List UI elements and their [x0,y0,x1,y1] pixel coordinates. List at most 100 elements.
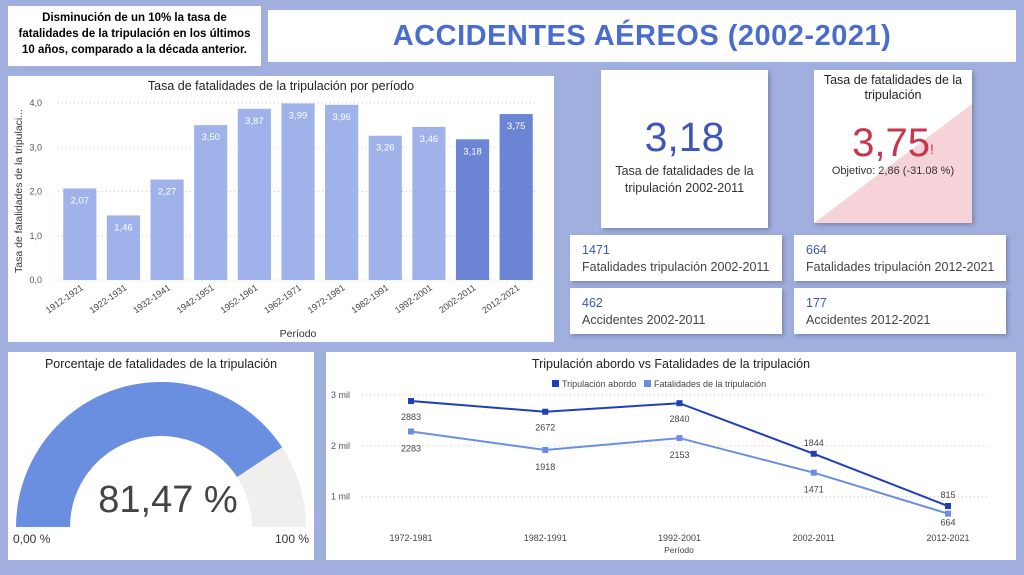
data-label: 2883 [401,412,421,422]
data-point [542,447,549,454]
stat-label: Accidentes 2012-2021 [806,313,931,327]
stat-card-accidents-2012-2021[interactable]: 177 Accidentes 2012-2021 [794,288,1006,334]
kpi-card-rate-2002-2011[interactable]: 3,18 Tasa de fatalidades de la tripulaci… [601,70,768,228]
stat-value: 177 [806,296,827,310]
bar-data-label: 2,07 [71,195,90,206]
x-tick-label: 1962-1971 [262,282,303,315]
y-tick-label: 0,0 [29,275,42,285]
data-point [676,435,683,442]
gauge-value: 81,47 % [98,479,237,521]
kpi-label: Tasa de fatalidades de la tripulación 20… [615,164,754,195]
stat-value: 1471 [582,243,610,257]
x-tick-label: 1942-1951 [175,282,216,315]
kpi-target-value: 3,75! [814,121,972,165]
gauge-title: Porcentaje de fatalidades de la tripulac… [45,357,277,371]
data-point [542,408,549,415]
bar-data-label: 3,87 [245,116,264,127]
x-tick-label: 1922-1931 [88,282,129,315]
kpi-target-background [814,104,972,223]
x-axis-label: Período [280,328,317,340]
stat-card-accidents-2002-2011[interactable]: 462 Accidentes 2002-2011 [570,288,782,334]
y-tick-label: 1,0 [29,231,42,241]
x-tick-label: 1972-1981 [306,282,347,315]
kpi-target-header: Tasa de fatalidades de la tripulación [823,73,963,102]
bar-data-label: 3,46 [420,134,439,145]
gauge-fill [16,382,283,527]
legend-marker [552,380,559,387]
y-axis-label: Tasa de fatalidades de la tripulaci... [13,109,25,273]
x-tick-label: 1952-1961 [219,282,260,315]
bar-data-label: 3,26 [376,143,395,154]
stat-label: Fatalidades tripulación 2012-2021 [806,260,995,274]
line-chart-card[interactable]: Tripulación abordo vs Fatalidades de la … [326,352,1016,560]
y-tick-label: 2,0 [29,187,42,197]
bar [455,139,490,280]
bar-chart-card[interactable]: Tasa de fatalidades de la tripulación po… [8,76,554,342]
data-label: 2840 [669,414,689,424]
bar [150,179,184,280]
legend-label: Tripulación abordo [562,379,636,389]
kpi-target-objective: Objetivo: 2,86 (-31.08 %) [831,165,955,177]
stat-value: 462 [582,296,603,310]
kpi-card-target[interactable]: Tasa de fatalidades de la tripulación 3,… [814,70,972,223]
data-point [945,510,951,517]
y-tick-label: 3,0 [29,142,42,152]
bar-data-label: 3,18 [463,146,482,157]
gauge-chart[interactable]: Porcentaje de fatalidades de la tripulac… [8,352,314,560]
x-tick-label: 1982-1991 [524,533,567,543]
bar [499,114,533,280]
gauge-card[interactable]: Porcentaje de fatalidades de la tripulac… [8,352,314,560]
x-tick-label: 1982-1991 [349,282,390,315]
bar [412,126,446,280]
data-label: 1471 [804,485,824,495]
stat-label: Accidentes 2002-2011 [582,313,706,327]
data-label: 2283 [401,443,421,453]
data-point [676,400,683,407]
x-tick-label: 1992-2001 [658,533,701,543]
insight-note-text: Disminución de un 10% la tasa de fatalid… [18,12,251,56]
bar [368,135,402,280]
series-line [410,430,949,515]
y-tick-label: 4,0 [29,98,42,108]
data-point [810,469,817,476]
x-tick-label: 1912-1921 [44,282,85,315]
bar [325,104,359,280]
gauge-max-label: 100 % [275,532,309,546]
data-label: 1844 [804,438,824,448]
data-label: 2672 [535,423,555,433]
kpi-value: 3,18 [644,114,725,160]
data-point [945,503,951,510]
bar [106,215,141,280]
y-tick-label: 1 mil [331,492,350,502]
data-label: 2153 [669,450,689,460]
x-tick-label: 2012-2021 [480,282,521,315]
data-label: 664 [940,518,955,528]
legend-marker [644,380,651,387]
bar-chart[interactable]: Tasa de fatalidades de la tripulación po… [8,76,554,342]
x-tick-label: 1972-1981 [389,533,432,543]
data-point [408,428,414,435]
data-point [408,398,414,405]
x-tick-label: 1932-1941 [131,282,172,315]
bar [281,103,315,280]
x-axis-label: Período [664,545,694,555]
data-label: 1918 [535,462,555,472]
bar-data-label: 1,46 [114,222,133,233]
kpi-target-number: 3,75 [852,121,930,165]
bar-data-label: 3,50 [201,132,220,143]
stat-card-crew-fatalities-2012-2021[interactable]: 664 Fatalidades tripulación 2012-2021 [794,235,1006,281]
insight-note: Disminución de un 10% la tasa de fatalid… [8,6,261,66]
bar-data-label: 3,99 [289,110,308,121]
bar [237,108,271,280]
bar-data-label: 3,96 [332,112,351,123]
stat-value: 664 [806,243,827,257]
bar-chart-title: Tasa de fatalidades de la tripulación po… [148,79,414,93]
page-title: ACCIDENTES AÉREOS (2002-2021) [392,19,892,52]
stat-card-crew-fatalities-2002-2011[interactable]: 1471 Fatalidades tripulación 2002-2011 [570,235,782,281]
kpi-warning-triangle [814,104,972,223]
alert-icon: ! [929,141,934,157]
x-tick-label: 2012-2021 [926,533,969,543]
line-chart-title: Tripulación abordo vs Fatalidades de la … [532,357,810,371]
bar [63,188,97,280]
line-chart[interactable]: Tripulación abordo vs Fatalidades de la … [326,352,1016,560]
